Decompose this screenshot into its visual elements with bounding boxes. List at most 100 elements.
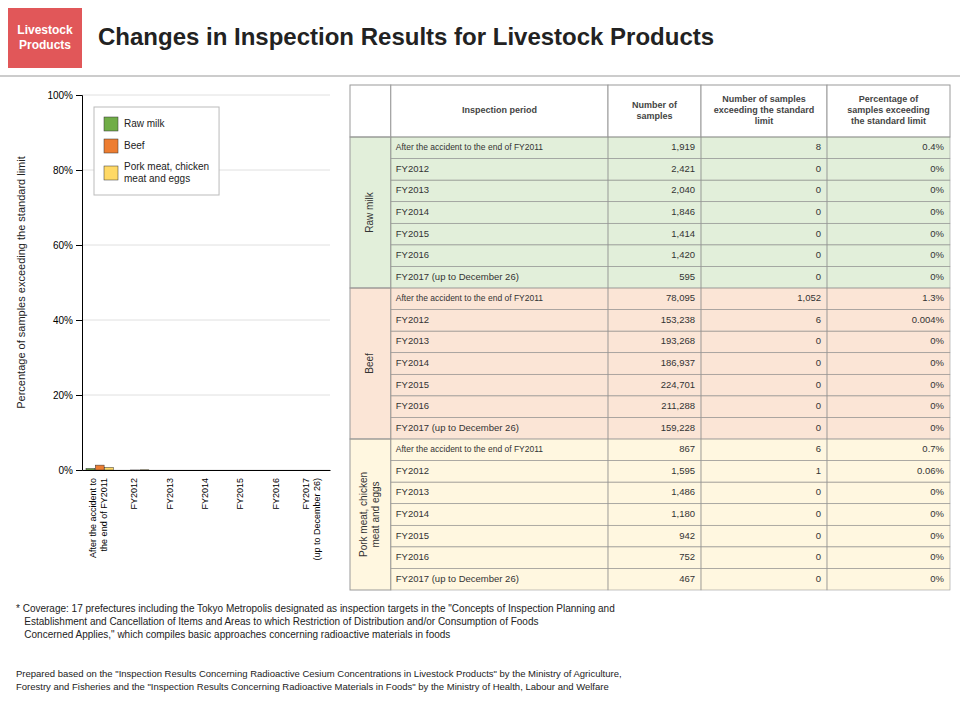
table-cell-text: 0% — [930, 422, 944, 433]
bar — [299, 470, 308, 471]
text-line: exceeding the standard — [714, 105, 815, 115]
legend-swatch — [104, 139, 118, 153]
table-cell — [391, 353, 608, 375]
table-cell-text: 1,180 — [671, 508, 695, 519]
text-line: FY2013 — [165, 478, 175, 510]
table-cell-text: 0.004% — [912, 314, 945, 325]
table-cell — [608, 266, 701, 288]
table-header-cell — [608, 85, 701, 137]
table-cell-text: 942 — [679, 530, 695, 541]
grid — [82, 95, 330, 470]
text-line: (up to December 26) — [312, 478, 322, 561]
text-line: Number of — [632, 100, 678, 110]
bar — [105, 467, 114, 470]
text-line: samples exceeding — [847, 105, 930, 115]
table-cell — [827, 353, 950, 375]
text-line: Forestry and Fisheries and the "Inspecti… — [16, 681, 609, 692]
table-cell — [701, 353, 827, 375]
y-tick-label: 0% — [59, 465, 74, 476]
y-axis: 0%20%40%60%80%100% — [47, 90, 82, 476]
table-cell-text: 0 — [816, 486, 821, 497]
x-tick-label: FY2012 — [130, 478, 140, 510]
table-cell-text: 1,919 — [671, 141, 695, 152]
table-cell-text: 0% — [930, 357, 944, 368]
bar — [86, 469, 95, 471]
table-group-label: Pork meat, chickenmeat and eggs — [358, 472, 381, 557]
text-line: meat and eggs — [370, 481, 381, 547]
table-header-cell — [701, 85, 827, 137]
table-cell-text: FY2014 — [396, 357, 429, 368]
table-group-cell — [350, 288, 391, 439]
table-cell-text: 0 — [816, 357, 821, 368]
table-cell — [391, 310, 608, 332]
table-header-cell — [391, 85, 608, 137]
text-line: * Coverage: 17 prefectures including the… — [16, 603, 615, 614]
grid-line — [82, 470, 330, 471]
x-tick: FY2016 — [271, 478, 281, 510]
table-cell — [701, 266, 827, 288]
chart-title: Changes in Inspection Results for Livest… — [98, 23, 714, 50]
table-cell — [827, 439, 950, 461]
bar — [140, 469, 149, 470]
table-cell — [701, 180, 827, 202]
chart: 0%20%40%60%80%100%After the accident tot… — [15, 90, 331, 561]
x-tick-label: FY2015 — [236, 478, 246, 510]
table-cell-text: 595 — [679, 271, 695, 282]
table-header: Inspection period — [462, 105, 537, 115]
table-cell-text: 0.06% — [917, 465, 944, 476]
table-cell — [701, 310, 827, 332]
legend-box — [94, 107, 219, 195]
text-line: Raw milk — [364, 191, 375, 233]
table-cell-text: After the accident to the end of FY2011 — [396, 444, 544, 454]
x-tick: FY2017(up to December 26) — [301, 478, 322, 561]
table-cell — [608, 180, 701, 202]
table-cell — [391, 159, 608, 181]
text-line: Percentage of — [859, 94, 920, 104]
table-cell — [827, 331, 950, 353]
table-cell-text: FY2016 — [396, 551, 429, 562]
table-cell — [701, 417, 827, 439]
table-cell — [391, 525, 608, 547]
table-cell — [608, 374, 701, 396]
table-cell-text: 159,228 — [661, 422, 695, 433]
table-cell — [827, 202, 950, 224]
table-cell — [701, 137, 827, 159]
y-tick: 40% — [53, 315, 82, 326]
x-axis: After the accident tothe end of FY2011 FY… — [83, 471, 331, 561]
table-cell — [391, 482, 608, 504]
table-cell-text: FY2016 — [396, 400, 429, 411]
table-cell — [608, 245, 701, 267]
y-axis-title: Percentage of samples exceeding the stan… — [15, 156, 27, 409]
bar — [131, 469, 140, 470]
table-cell — [391, 396, 608, 418]
x-tick: After the accident tothe end of FY2011 — [89, 478, 110, 558]
grid-line — [82, 95, 330, 96]
table-cell — [608, 547, 701, 569]
bar — [121, 470, 130, 471]
table-cell-text: 0 — [816, 249, 821, 260]
grid-line — [82, 245, 330, 246]
table-cell — [391, 417, 608, 439]
table-cell-text: FY2017 (up to December 26) — [396, 271, 519, 282]
table-cell — [391, 547, 608, 569]
x-tick-label: FY2017(up to December 26) — [301, 478, 322, 561]
table-cell-text: 186,937 — [661, 357, 695, 368]
bar — [282, 470, 291, 471]
x-tick: FY2013 — [165, 478, 175, 510]
table-cell — [701, 504, 827, 526]
table-cell-text: 1,846 — [671, 206, 695, 217]
table-cell — [701, 525, 827, 547]
table-cell — [608, 137, 701, 159]
table-cell-text: 1,052 — [797, 292, 821, 303]
table-cell-text: 0 — [816, 184, 821, 195]
text-line: limit — [755, 116, 774, 126]
table-cell-text: 0% — [930, 163, 944, 174]
table-cell-text: After the accident to the end of FY2011 — [396, 293, 544, 303]
table-cell — [391, 504, 608, 526]
table-cell — [701, 439, 827, 461]
text-line: FY2014 — [200, 478, 210, 510]
table-cell-text: 0% — [930, 379, 944, 390]
table-cell-text: 1,420 — [671, 249, 695, 260]
table-cell-text: 0 — [816, 422, 821, 433]
table-cell-text: 0 — [816, 551, 821, 562]
